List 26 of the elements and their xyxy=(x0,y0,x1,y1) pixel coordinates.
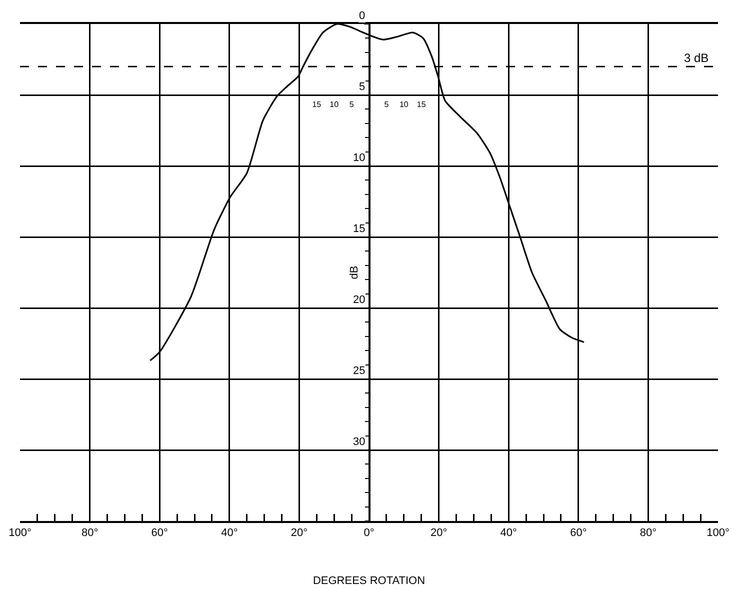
x-axis-title: DEGREES ROTATION xyxy=(312,574,426,587)
x-tick-label: 40° xyxy=(221,527,238,540)
x2-tick-label: 5 xyxy=(384,100,390,109)
y-tick-label: 10 xyxy=(353,152,366,164)
x2-tick-label: 10 xyxy=(399,100,409,109)
x-tick-label: 20° xyxy=(290,527,308,540)
y-tick-label: 5 xyxy=(359,81,366,93)
x-tick-label: 100° xyxy=(706,527,730,540)
y-tick-label: 30 xyxy=(353,436,366,448)
x-tick-label: 20° xyxy=(430,527,448,540)
y-tick-label: 15 xyxy=(353,223,366,235)
x-tick-label: 0° xyxy=(364,527,374,540)
x-tick-label: 60° xyxy=(151,527,168,540)
x-tick-label: 80° xyxy=(640,527,657,540)
y-axis-title: dB xyxy=(348,266,360,280)
x-tick-label: 80° xyxy=(81,527,98,540)
x2-tick-label: 15 xyxy=(416,100,426,109)
y-tick-label: 20 xyxy=(353,294,366,306)
x-tick-label: 60° xyxy=(570,527,587,540)
y-tick-label: 25 xyxy=(353,365,366,377)
y-tick-label: 0 xyxy=(359,10,366,22)
x-tick-label: 100° xyxy=(8,527,32,540)
ref-line-label: 3 dB xyxy=(684,51,709,65)
x2-tick-label: 15 xyxy=(312,100,322,109)
x-tick-label: 40° xyxy=(500,527,517,540)
x2-tick-label: 10 xyxy=(330,100,340,109)
